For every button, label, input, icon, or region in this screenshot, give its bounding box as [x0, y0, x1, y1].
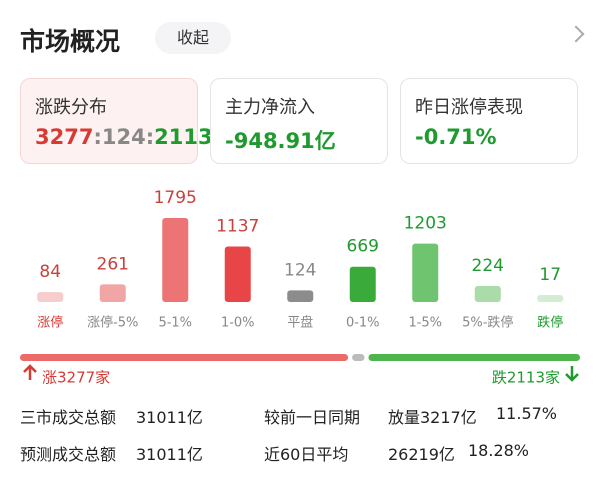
stat-value: 26219亿	[388, 445, 455, 464]
category-label: 跌停	[537, 315, 563, 331]
ratio-segment	[352, 354, 365, 361]
down-arrow	[565, 366, 579, 382]
category-label: 平盘	[287, 315, 313, 331]
stat-label: 近60日平均	[264, 445, 349, 464]
card-label: 主力净流入	[225, 97, 315, 118]
category-label: 0-1%	[346, 316, 380, 331]
down-count: 2113	[154, 125, 213, 149]
ratio-segment	[20, 354, 349, 361]
value-label: 1137	[216, 216, 259, 236]
stat-value: 31011亿	[136, 408, 203, 427]
bar	[474, 286, 501, 302]
value-label: 17	[539, 265, 561, 285]
up-label: 涨3277家	[42, 369, 110, 387]
bar	[537, 294, 564, 302]
stat-pct: 18.28%	[468, 441, 530, 460]
category-label: 5-1%	[158, 316, 192, 331]
ratio-segment	[368, 354, 580, 361]
stat-label: 较前一日同期	[264, 408, 361, 427]
stat-label: 三市成交总额	[20, 408, 117, 427]
up-arrow	[23, 364, 37, 380]
value-label: 1203	[404, 214, 447, 234]
category-label: 5%-跌停	[462, 315, 513, 331]
value-label: 124	[284, 260, 316, 280]
bar	[412, 243, 439, 302]
value-label: 224	[472, 256, 504, 276]
sep: :	[93, 125, 102, 149]
bar	[37, 292, 64, 302]
flat-count: 124	[101, 125, 146, 149]
up-count: 3277	[35, 125, 94, 149]
bar	[99, 284, 126, 302]
sep: :	[145, 125, 155, 149]
card[interactable]: 涨跌分布 3277:124:2113	[20, 78, 213, 164]
down-label: 跌2113家	[492, 369, 560, 387]
stat-value: 放量3217亿	[388, 408, 477, 427]
value-label: 669	[347, 237, 379, 257]
stat-value: 31011亿	[136, 445, 203, 464]
stat-label: 预测成交总额	[20, 445, 117, 464]
collapse-button[interactable]: 收起	[155, 22, 231, 54]
category-label: 1-5%	[408, 316, 442, 331]
card-value: 3277:124:2113	[35, 125, 213, 149]
bar	[162, 217, 189, 302]
value-label: 84	[39, 262, 61, 282]
card[interactable]: 主力净流入 -948.91亿	[210, 78, 388, 164]
card[interactable]: 昨日涨停表现 -0.71%	[400, 78, 578, 164]
category-label: 涨停-5%	[87, 315, 138, 331]
category-label: 1-0%	[221, 316, 255, 331]
card-value: -948.91亿	[225, 129, 336, 153]
card-label: 涨跌分布	[35, 97, 107, 118]
panel-title: 市场概况	[20, 27, 121, 56]
card-value: -0.71%	[415, 125, 497, 149]
bar	[224, 246, 251, 302]
value-label: 1795	[154, 188, 197, 208]
value-label: 261	[97, 254, 129, 274]
bar	[349, 266, 376, 302]
stat-pct: 11.57%	[496, 404, 558, 423]
card-label: 昨日涨停表现	[415, 97, 523, 118]
bar	[287, 290, 314, 302]
category-label: 涨停	[37, 315, 63, 331]
